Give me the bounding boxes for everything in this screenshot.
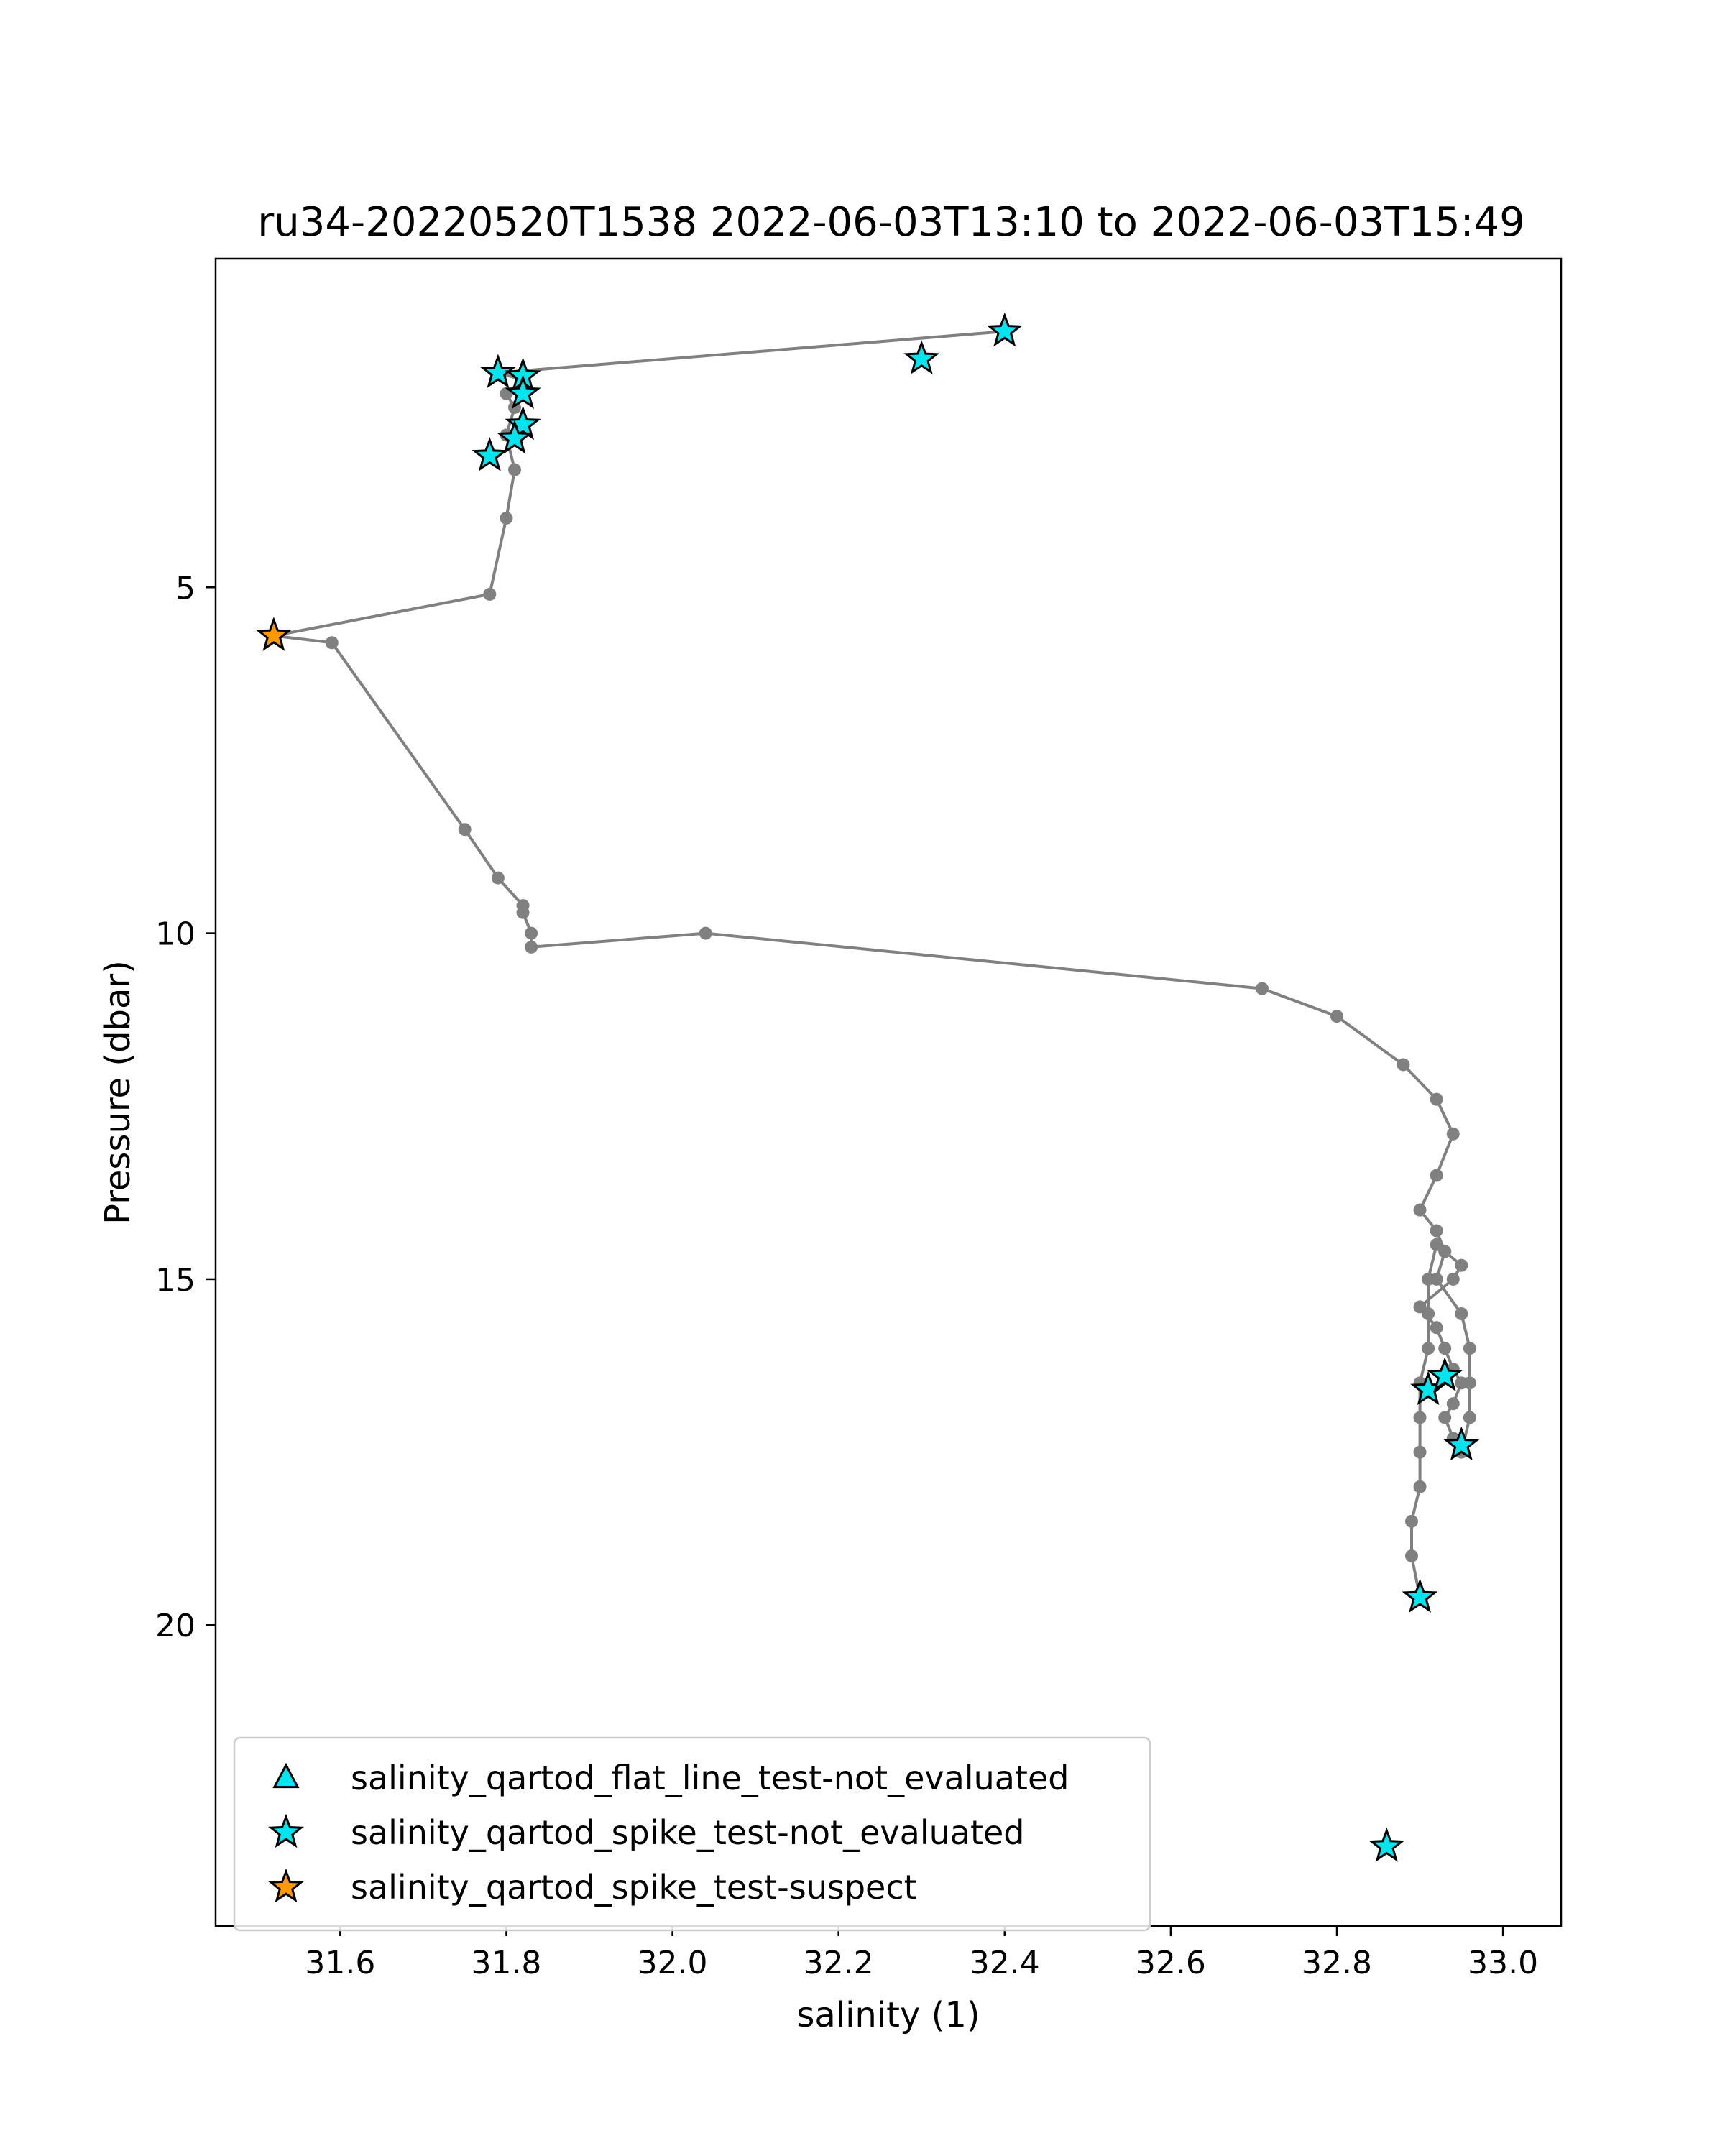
x-axis-label: salinity (1) [796, 1995, 980, 2035]
profile-point [1446, 1397, 1460, 1411]
profile-point [1455, 1307, 1468, 1321]
y-tick-label: 20 [155, 1608, 196, 1644]
y-axis-label: Pressure (dbar) [98, 960, 138, 1225]
legend-label: salinity_qartod_spike_test-not_evaluated [351, 1813, 1024, 1852]
qc-marker-star [497, 420, 533, 454]
profile-point [516, 906, 530, 919]
x-tick-label: 33.0 [1468, 1945, 1538, 1981]
profile-point [525, 926, 538, 940]
profile-point [1422, 1307, 1435, 1321]
profile-point [1430, 1092, 1443, 1106]
legend: salinity_qartod_flat_line_test-not_evalu… [233, 1736, 1151, 1932]
plot-marks [255, 312, 1480, 1862]
x-tick-label: 32.6 [1136, 1945, 1206, 1981]
chart-title: ru34-20220520T1538 2022-06-03T13:10 to 2… [257, 199, 1524, 246]
legend-label: salinity_qartod_flat_line_test-not_evalu… [351, 1759, 1069, 1797]
profile-point [1455, 1258, 1468, 1272]
x-tick-label: 32.8 [1302, 1945, 1372, 1981]
qc-marker-star [1368, 1828, 1405, 1862]
qc-marker-star [255, 617, 292, 651]
profile-point [1463, 1342, 1476, 1355]
profile-point [1430, 1224, 1443, 1238]
x-axis: 31.6 31.8 32.0 32.2 32.4 32.6 32.8 33.0 [305, 1926, 1538, 1981]
x-tick-label: 32.2 [804, 1945, 874, 1981]
profile-point [1256, 982, 1269, 995]
y-tick-label: 15 [155, 1262, 196, 1299]
x-tick-label: 32.4 [970, 1945, 1040, 1981]
profile-point [525, 940, 538, 954]
qc-marker-star [1427, 1357, 1463, 1391]
qc-marker-star [472, 437, 508, 471]
profile-point [1397, 1058, 1410, 1072]
profile-point [1422, 1342, 1435, 1355]
qc-marker-star [1402, 1578, 1438, 1613]
profile-point [1430, 1321, 1443, 1335]
profile-point [458, 823, 472, 837]
qc-marker-star [986, 312, 1023, 347]
plot-area [216, 259, 1561, 1926]
profile-point [1413, 1480, 1427, 1493]
profile-point [1446, 1127, 1460, 1141]
profile-point [500, 511, 513, 525]
x-tick-label: 31.8 [471, 1945, 541, 1981]
profile-point [325, 636, 339, 650]
profile-point [1405, 1514, 1418, 1528]
profile-point [1413, 1445, 1427, 1459]
profile-point [699, 926, 712, 940]
x-tick-label: 31.6 [305, 1945, 375, 1981]
profile-point [1422, 1272, 1435, 1286]
profile-point [483, 587, 497, 601]
profile-point [1413, 1411, 1427, 1424]
qc-marker-star [479, 354, 516, 389]
profile-point [1446, 1272, 1460, 1286]
legend-marker-star [268, 1868, 304, 1903]
profile-point [1430, 1238, 1443, 1251]
profile-point [1463, 1376, 1476, 1390]
profile-point [1438, 1411, 1452, 1424]
qc-marker-star [505, 405, 541, 441]
profile-point [1330, 1010, 1343, 1023]
profile-point [1430, 1169, 1443, 1182]
legend-marker-star [268, 1813, 304, 1848]
profile-point [1413, 1203, 1427, 1217]
legend-label: salinity_qartod_spike_test-suspect [351, 1868, 917, 1907]
profile-point [508, 463, 521, 476]
profile-point [1463, 1411, 1476, 1424]
legend-box [233, 1736, 1151, 1932]
qc-marker-star [1443, 1426, 1480, 1461]
profile-point [491, 871, 505, 885]
legend-marker-triangle [272, 1762, 300, 1789]
qc-marker-star [903, 340, 940, 374]
profile-point [1405, 1549, 1418, 1562]
qc-marker-star [505, 374, 541, 409]
y-tick-label: 5 [175, 570, 196, 607]
profile-point [1438, 1342, 1452, 1355]
x-tick-label: 32.0 [638, 1945, 708, 1981]
y-tick-label: 10 [155, 916, 196, 953]
y-axis: 5 10 15 20 [155, 570, 216, 1644]
